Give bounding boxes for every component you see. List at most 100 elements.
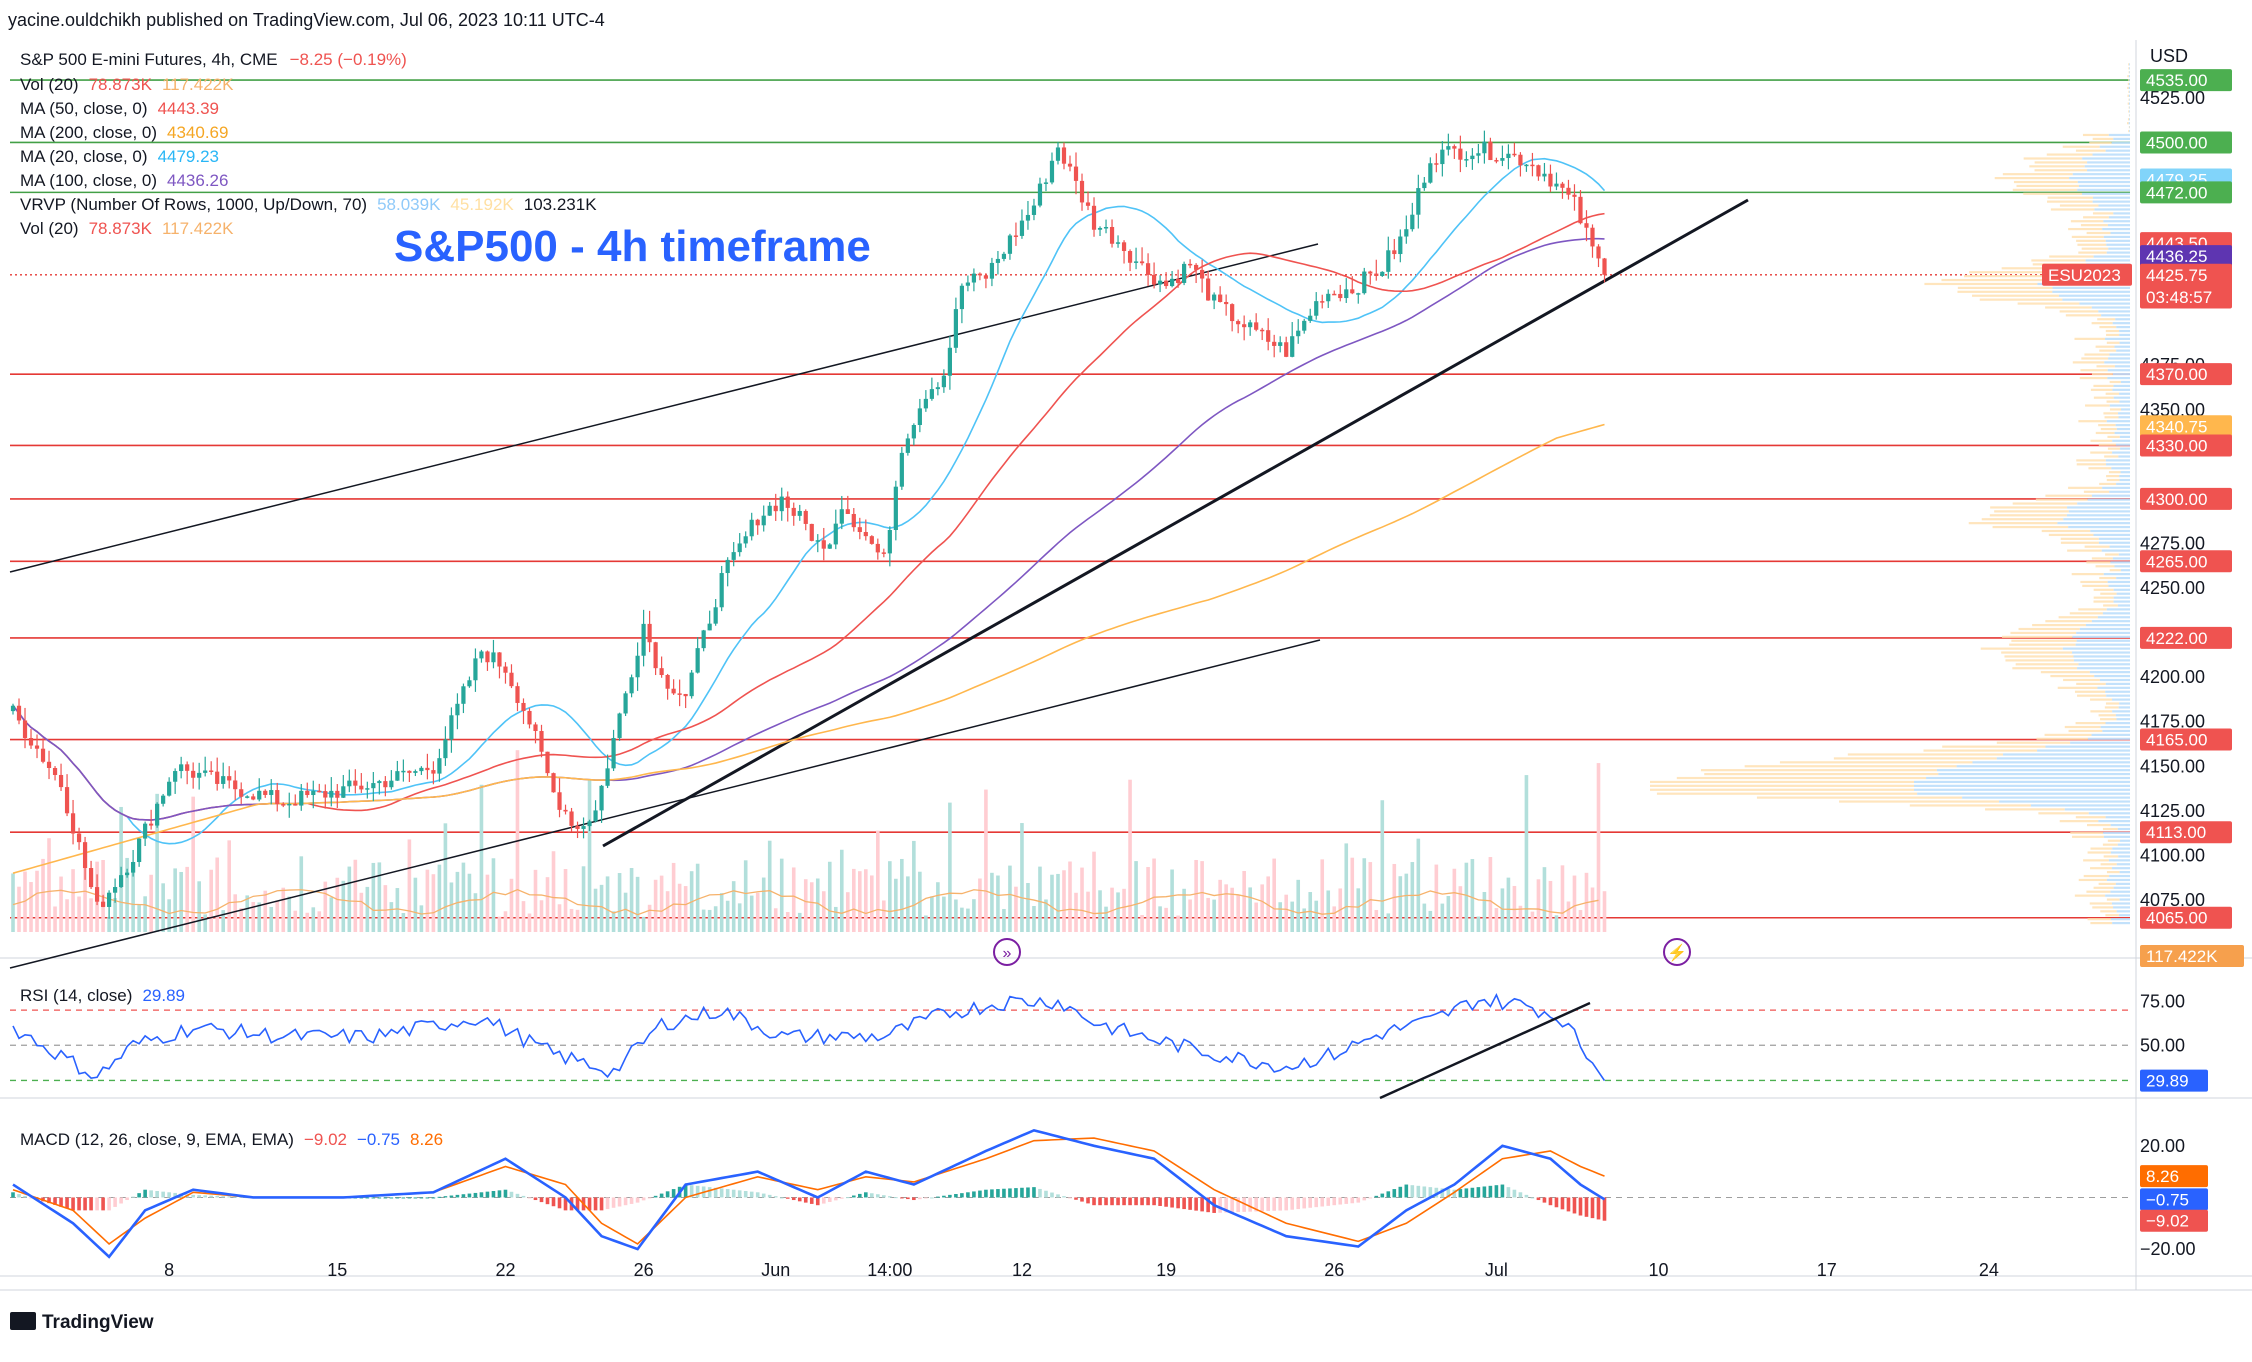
legend-line: VRVP (Number Of Rows, 1000, Up/Down, 70)… xyxy=(20,195,597,214)
macd-tick-label: −20.00 xyxy=(2140,1239,2196,1259)
price-tick-label: 4150.00 xyxy=(2140,756,2205,776)
tradingview-logo[interactable]: TradingView xyxy=(10,1312,154,1333)
symbol-label: S&P 500 E-mini Futures, 4h, CME xyxy=(20,50,278,69)
rsi-value-tag: 29.89 xyxy=(2140,1069,2208,1092)
lower-channel-line xyxy=(9,639,1321,969)
signal-value-tag: 8.26 xyxy=(2140,1165,2208,1188)
macd-tick-label: 20.00 xyxy=(2140,1136,2185,1156)
svg-text:4222.00: 4222.00 xyxy=(2146,629,2207,648)
svg-text:4300.00: 4300.00 xyxy=(2146,490,2207,509)
svg-text:4165.00: 4165.00 xyxy=(2146,731,2207,750)
rsi-tick-label: 50.00 xyxy=(2140,1035,2185,1055)
svg-text:4500.00: 4500.00 xyxy=(2146,133,2207,152)
ma100-line xyxy=(12,237,1605,821)
legend: S&P 500 E-mini Futures, 4h, CME −8.25 (−0… xyxy=(20,50,597,238)
currency-label: USD xyxy=(2150,46,2188,66)
time-tick-label: 26 xyxy=(1324,1260,1344,1280)
svg-text:8.26: 8.26 xyxy=(2146,1167,2179,1186)
brand-name: TradingView xyxy=(42,1312,154,1333)
price-tag: 4500.00 xyxy=(2140,131,2232,154)
svg-text:03:48:57: 03:48:57 xyxy=(2146,288,2212,307)
volume-bars xyxy=(11,750,1607,932)
price-tick-label: 4350.00 xyxy=(2140,400,2205,420)
price-tag: 4472.00 xyxy=(2140,181,2232,204)
time-tick-label: 8 xyxy=(164,1260,174,1280)
time-tick-label: 17 xyxy=(1817,1260,1837,1280)
last-price-tag: ESU2023 4425.75 03:48:57 xyxy=(2042,263,2232,308)
price-tag: 4065.00 xyxy=(2140,906,2232,929)
price-tag: 4300.00 xyxy=(2140,487,2232,510)
time-tick-label: Jul xyxy=(1485,1260,1508,1280)
svg-text:4535.00: 4535.00 xyxy=(2146,71,2207,90)
rsi-line xyxy=(12,993,1606,1082)
svg-text:4370.00: 4370.00 xyxy=(2146,365,2207,384)
price-tick-label: 4525.00 xyxy=(2140,88,2205,108)
legend-line: MA (20, close, 0) 4479.23 xyxy=(20,147,219,166)
time-tick-label: 15 xyxy=(327,1260,347,1280)
time-tick-label: 12 xyxy=(1012,1260,1032,1280)
rsi-legend: RSI (14, close) 29.89 xyxy=(20,986,185,1005)
candles xyxy=(10,130,1607,919)
price-tick-label: 4100.00 xyxy=(2140,845,2205,865)
dividend-icon[interactable]: » xyxy=(993,938,1021,966)
svg-text:29.89: 29.89 xyxy=(2146,1072,2189,1091)
price-tick-label: 4275.00 xyxy=(2140,533,2205,553)
volume-tag: 117.422K xyxy=(2140,945,2244,967)
svg-text:4113.00: 4113.00 xyxy=(2146,823,2206,842)
svg-text:4065.00: 4065.00 xyxy=(2146,909,2207,928)
price-tags: 4535.004500.004479.254472.004443.504436.… xyxy=(2042,69,2244,1232)
price-tick-label: 4200.00 xyxy=(2140,667,2205,687)
svg-text:4472.00: 4472.00 xyxy=(2146,183,2207,202)
lightning-icon[interactable]: ⚡ xyxy=(1663,938,1691,966)
price-tick-label: 4075.00 xyxy=(2140,890,2205,910)
macd-pane xyxy=(10,1128,2130,1259)
svg-text:−0.75: −0.75 xyxy=(2146,1190,2189,1209)
svg-text:4330.00: 4330.00 xyxy=(2146,436,2207,455)
price-tag: 4265.00 xyxy=(2140,550,2232,573)
chart-title: S&P500 - 4h timeframe xyxy=(394,222,871,271)
symbol-change: −8.25 (−0.19%) xyxy=(290,50,407,69)
time-tick-label: 22 xyxy=(495,1260,515,1280)
time-tick-label: 19 xyxy=(1156,1260,1176,1280)
price-tag: 4165.00 xyxy=(2140,728,2232,751)
price-tag: 4535.00 xyxy=(2140,69,2232,92)
price-tick-label: 4250.00 xyxy=(2140,578,2205,598)
svg-text:»: » xyxy=(1003,945,1012,962)
main-trendline xyxy=(602,198,1749,848)
ma20-line xyxy=(12,157,1606,845)
legend-line: Vol (20) 78.873K 117.422K xyxy=(20,75,234,94)
time-tick-label: Jun xyxy=(761,1260,790,1280)
macd-line xyxy=(12,1128,1606,1259)
hist-value-tag: −9.02 xyxy=(2140,1209,2208,1232)
macd-value-tag: −0.75 xyxy=(2140,1188,2208,1211)
svg-text:⚡: ⚡ xyxy=(1667,943,1687,962)
upper-channel-line xyxy=(9,243,1319,573)
legend-line: Vol (20) 78.873K 117.422K xyxy=(20,219,234,238)
grid xyxy=(0,40,2252,1291)
svg-text:−9.02: −9.02 xyxy=(2146,1212,2189,1231)
price-tag: 4330.00 xyxy=(2140,434,2232,457)
time-tick-label: 14:00 xyxy=(867,1260,912,1280)
time-tick-label: 26 xyxy=(634,1260,654,1280)
trend-lines[interactable] xyxy=(9,198,1749,969)
price-tag: 4436.25 xyxy=(2140,245,2232,268)
support-resistance-lines xyxy=(10,79,2130,919)
price-tick-label: 4125.00 xyxy=(2140,801,2205,821)
price-tag: 4340.75 xyxy=(2140,415,2232,438)
price-tag: 4370.00 xyxy=(2140,363,2232,386)
svg-text:ESU2023: ESU2023 xyxy=(2048,266,2121,285)
svg-text:4436.25: 4436.25 xyxy=(2146,247,2207,266)
price-tag: 4222.00 xyxy=(2140,626,2232,649)
svg-text:4340.75: 4340.75 xyxy=(2146,417,2207,436)
volume-ma-line xyxy=(12,888,1599,916)
rsi-pane xyxy=(10,993,2130,1100)
svg-text:S&P 500 E-mini Futures, 4h, CM: S&P 500 E-mini Futures, 4h, CME −8.25 (−0… xyxy=(20,50,407,69)
macd-legend: MACD (12, 26, close, 9, EMA, EMA) −9.02 −0… xyxy=(20,1130,443,1149)
svg-text:117.422K: 117.422K xyxy=(2146,947,2218,966)
rsi-trendline xyxy=(1379,1001,1591,1100)
svg-text:4265.00: 4265.00 xyxy=(2146,552,2207,571)
legend-line: MA (50, close, 0) 4443.39 xyxy=(20,99,219,118)
svg-text:4425.75: 4425.75 xyxy=(2146,266,2207,285)
rsi-tick-label: 75.00 xyxy=(2140,991,2185,1011)
